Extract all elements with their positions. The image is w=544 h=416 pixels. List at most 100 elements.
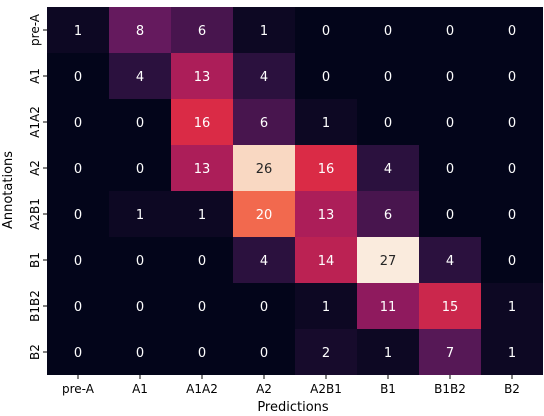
y-tick-label: B1: [28, 252, 42, 268]
heatmap-cell: [357, 99, 419, 145]
cell-value-label: 0: [446, 70, 454, 85]
heatmap-cell: [357, 283, 419, 329]
cell-value-label: 0: [198, 300, 206, 315]
heatmap-cell: [295, 237, 357, 283]
heatmap-cell: [171, 191, 233, 237]
heatmap-cell: [171, 53, 233, 99]
x-tick-label: A2B1: [310, 382, 342, 396]
heatmap-cell: [295, 329, 357, 375]
heatmap-cell: [295, 145, 357, 191]
heatmap-cell: [419, 99, 481, 145]
cell-value-label: 6: [198, 24, 206, 39]
cell-value-label: 1: [508, 346, 516, 361]
cell-value-label: 0: [322, 70, 330, 85]
heatmap-cell: [109, 145, 171, 191]
cell-value-label: 0: [74, 162, 82, 177]
cell-value-label: 13: [194, 70, 211, 85]
cell-value-label: 0: [74, 70, 82, 85]
cell-value-label: 14: [318, 254, 335, 269]
heatmap-cell: [481, 99, 543, 145]
y-tick-label: B1B2: [28, 290, 42, 322]
cell-value-label: 1: [260, 24, 268, 39]
heatmap-cell: [295, 191, 357, 237]
cell-value-label: 1: [508, 300, 516, 315]
x-tick-label: A1A2: [186, 382, 218, 396]
heatmap-cell: [419, 53, 481, 99]
cell-value-label: 4: [260, 254, 268, 269]
heatmap-cell: [233, 99, 295, 145]
cell-value-label: 0: [508, 162, 516, 177]
y-tick-label: A2B1: [28, 198, 42, 230]
cell-value-label: 0: [136, 254, 144, 269]
heatmap-cell: [481, 283, 543, 329]
heatmap-cell: [233, 329, 295, 375]
cell-value-label: 0: [384, 116, 392, 131]
y-tick-label: A2: [28, 160, 42, 176]
cell-value-label: 0: [508, 24, 516, 39]
heatmap-cell: [295, 7, 357, 53]
heatmap-cell: [481, 191, 543, 237]
cell-value-label: 7: [446, 346, 454, 361]
cell-value-label: 13: [318, 208, 335, 223]
y-tick-label: A1A2: [28, 106, 42, 138]
cell-value-label: 16: [194, 116, 211, 131]
heatmap-cell: [109, 237, 171, 283]
cell-value-label: 0: [198, 346, 206, 361]
heatmap-cell: [47, 283, 109, 329]
cell-value-label: 1: [384, 346, 392, 361]
cell-value-label: 0: [508, 70, 516, 85]
heatmap-cell: [419, 191, 481, 237]
heatmap-cell: [481, 329, 543, 375]
y-axis-title: Annotations: [1, 151, 16, 229]
cell-value-label: 1: [322, 300, 330, 315]
cell-value-label: 1: [136, 208, 144, 223]
cell-value-label: 20: [256, 208, 273, 223]
x-tick-label: A1: [132, 382, 148, 396]
x-axis-ticks: pre-A A1 A1A2 A2 A2B1 B1 B1B2 B2: [62, 375, 520, 396]
cell-value-label: 0: [384, 70, 392, 85]
cell-value-label: 0: [74, 300, 82, 315]
heatmap-cell: [171, 99, 233, 145]
cell-value-label: 0: [74, 254, 82, 269]
heatmap-cell: [233, 237, 295, 283]
y-tick-label: A1: [28, 68, 42, 84]
heatmap-cell: [109, 329, 171, 375]
cell-value-label: 4: [136, 70, 144, 85]
heatmap-cell: [357, 237, 419, 283]
cell-value-label: 0: [384, 24, 392, 39]
heatmap-cell: [109, 99, 171, 145]
cell-value-label: 0: [74, 208, 82, 223]
heatmap-cell: [357, 145, 419, 191]
heatmap-cell: [481, 145, 543, 191]
cell-value-label: 4: [446, 254, 454, 269]
cell-value-label: 0: [74, 346, 82, 361]
heatmap-cell: [233, 53, 295, 99]
x-tick-label: pre-A: [62, 382, 95, 396]
heatmap-cell: [357, 329, 419, 375]
cell-value-label: 8: [136, 24, 144, 39]
cell-value-label: 4: [384, 162, 392, 177]
cell-value-label: 0: [508, 254, 516, 269]
heatmap-cell: [109, 53, 171, 99]
x-axis-title: Predictions: [257, 400, 329, 415]
heatmap-cell: [47, 99, 109, 145]
heatmap-cell: [109, 191, 171, 237]
cell-value-label: 0: [136, 346, 144, 361]
heatmap-cell: [419, 283, 481, 329]
heatmap-cell: [47, 329, 109, 375]
cell-value-label: 27: [380, 254, 397, 269]
cell-value-label: 0: [198, 254, 206, 269]
heatmap-cell: [233, 191, 295, 237]
heatmap-cell: [171, 7, 233, 53]
cell-value-label: 1: [322, 116, 330, 131]
cell-value-label: 6: [384, 208, 392, 223]
heatmap-cell: [357, 191, 419, 237]
heatmap-cell: [481, 237, 543, 283]
x-tick-label: A2: [256, 382, 272, 396]
cell-value-label: 0: [446, 116, 454, 131]
heatmap-cell: [171, 237, 233, 283]
cell-value-label: 4: [260, 70, 268, 85]
y-axis-ticks: pre-A A1 A1A2 A2 A2B1 B1 B1B2 B2: [28, 13, 47, 360]
heatmap-cell: [47, 53, 109, 99]
